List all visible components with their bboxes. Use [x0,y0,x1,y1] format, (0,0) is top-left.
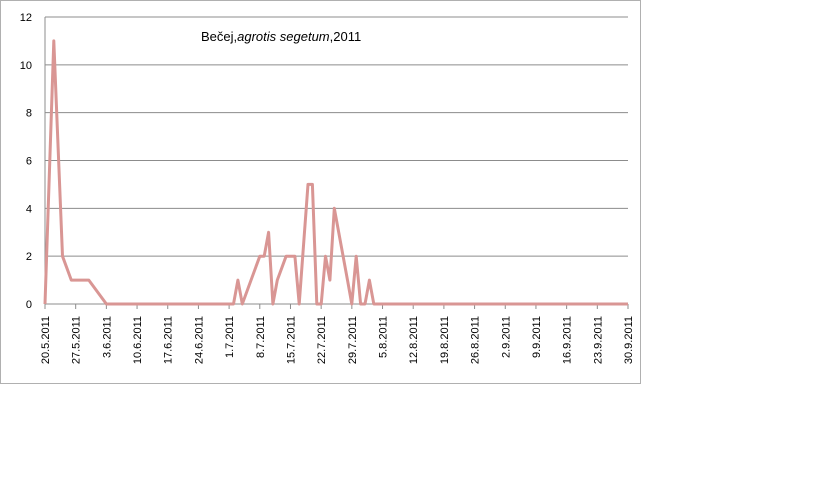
x-tick-label: 12.8.2011 [408,316,420,364]
title-italic: agrotis segetum [237,29,330,44]
x-tick-label: 22.7.2011 [316,316,328,364]
x-tick-label: 2.9.2011 [500,316,512,358]
x-tick-label: 29.7.2011 [347,316,359,364]
x-tick-label: 20.5.2011 [40,316,52,364]
y-tick-label: 12 [20,12,32,24]
x-tick-label: 17.6.2011 [163,316,175,364]
x-tick-label: 15.7.2011 [285,316,297,364]
x-tick-label: 5.8.2011 [378,316,390,358]
series-line [43,39,628,306]
line-chart: 0 2 4 6 8 10 12 20.5.2011 27.5.2011 3.6.2011 10.6… [20,12,635,364]
x-axis-labels: 20.5.2011 27.5.2011 3.6.2011 10.6.2011 17.6.… [40,316,635,364]
x-tick-label: 8.7.2011 [255,316,267,358]
x-tick-label: 19.8.2011 [439,316,451,364]
y-tick-label: 6 [26,156,32,168]
x-tick-label: 1.7.2011 [224,316,236,358]
chart-title: Bečej,agrotis segetum,2011 [201,29,361,44]
x-tick-label: 3.6.2011 [101,316,113,358]
x-axis [44,17,629,309]
x-tick-label: 10.6.2011 [132,316,144,364]
x-tick-label: 24.6.2011 [193,316,205,364]
y-tick-label: 10 [20,60,32,72]
title-prefix: Bečej, [201,29,237,44]
y-tick-label: 4 [26,203,32,215]
x-tick-label: 16.9.2011 [562,316,574,364]
y-tick-label: 0 [26,299,32,311]
x-tick-label: 9.9.2011 [531,316,543,358]
x-tick-label: 23.9.2011 [592,316,604,364]
title-suffix: ,2011 [330,29,362,44]
x-tick-label: 26.8.2011 [470,316,482,364]
y-tick-label: 8 [26,108,32,120]
x-tick-label: 30.9.2011 [623,316,635,364]
chart-frame: 0 2 4 6 8 10 12 20.5.2011 27.5.2011 3.6.2011 10.6… [0,0,641,384]
grid-lines [45,16,628,305]
y-tick-label: 2 [26,251,32,263]
x-tick-label: 27.5.2011 [71,316,83,364]
y-axis-labels: 0 2 4 6 8 10 12 [20,12,32,311]
